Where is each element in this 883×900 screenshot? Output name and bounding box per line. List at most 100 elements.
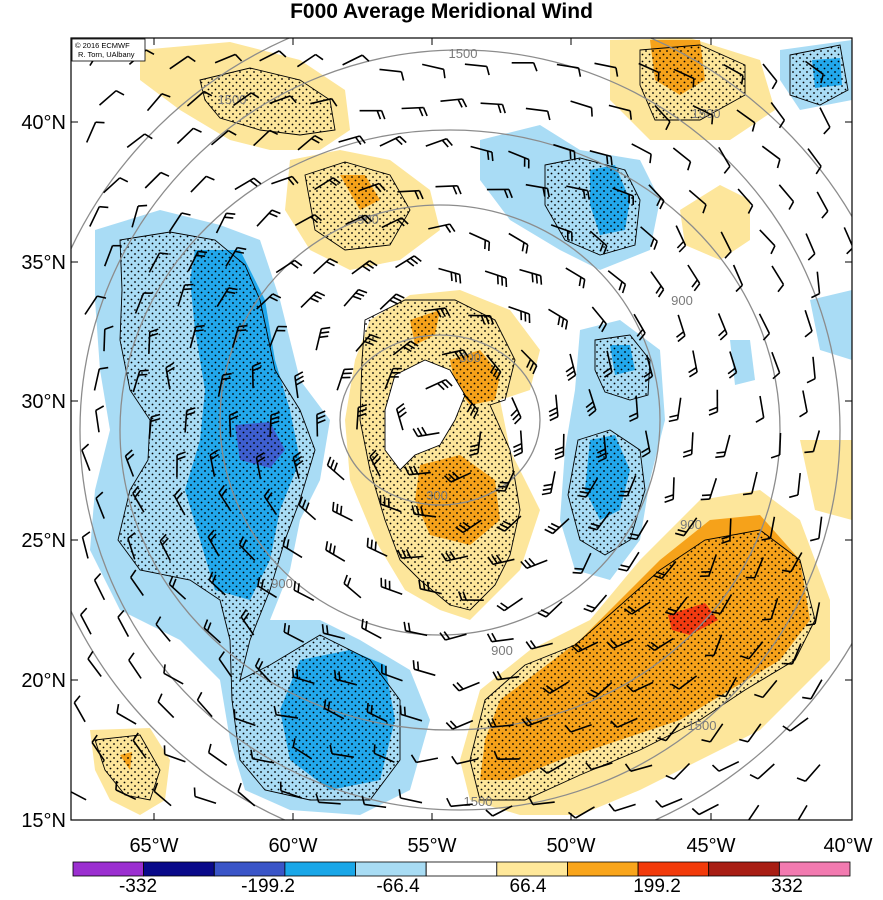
wind-barb	[468, 232, 491, 251]
wind-barb	[687, 264, 701, 292]
wind-barb	[440, 98, 468, 108]
wind-barb	[486, 188, 513, 199]
wind-barb	[806, 356, 816, 384]
chart-title: F000 Average Meridional Wind	[290, 0, 593, 23]
wind-barb	[643, 354, 654, 383]
wind-barb	[379, 68, 405, 81]
wind-barb	[351, 260, 378, 275]
wind-barb	[445, 719, 474, 730]
wind-barb	[627, 519, 649, 541]
wind-barb	[585, 389, 597, 417]
wind-barb	[169, 55, 196, 70]
wind-barb	[700, 477, 718, 501]
wind-barb	[196, 691, 213, 718]
wind-barb	[293, 581, 315, 602]
wind-barb	[654, 105, 671, 131]
wind-barb	[468, 314, 495, 325]
wind-barb	[366, 537, 388, 557]
wind-barb	[541, 471, 556, 496]
wind-barb	[583, 594, 608, 613]
wind-barb	[237, 782, 256, 807]
wind-barb	[292, 451, 304, 479]
wind-barb	[469, 431, 482, 457]
wind-barb	[754, 679, 778, 699]
wind-barb	[103, 244, 122, 267]
wind-barb	[585, 762, 613, 771]
wind-barb	[315, 793, 341, 805]
wind-barb	[670, 675, 698, 690]
wind-barb	[209, 449, 220, 477]
lat-label: 40°N	[21, 112, 66, 134]
wind-barb	[144, 171, 170, 189]
wind-barb	[717, 313, 728, 341]
wind-barb	[676, 314, 686, 343]
wind-barb	[673, 68, 695, 88]
wind-barb	[381, 217, 409, 229]
wind-barb	[577, 477, 599, 498]
colorbar-swatch	[143, 861, 215, 877]
wind-barb	[218, 651, 233, 678]
wind-barb	[190, 175, 215, 193]
wind-barb	[250, 749, 275, 764]
wind-barb	[602, 350, 613, 378]
wind-barb	[271, 175, 299, 186]
wind-barb	[618, 475, 637, 497]
wind-barb	[539, 761, 567, 774]
wind-barb	[425, 378, 453, 391]
wind-barb	[771, 265, 785, 293]
wind-field-shading	[90, 38, 852, 815]
wind-barb	[705, 634, 723, 657]
plot-frame	[70, 37, 853, 821]
wind-barb	[315, 326, 331, 351]
wind-barb	[591, 306, 607, 333]
wind-barb	[176, 451, 186, 478]
wind-barb	[782, 717, 809, 732]
wind-barb	[379, 293, 405, 310]
wind-barb	[298, 496, 317, 521]
wind-barb	[564, 724, 592, 733]
wind-barb	[682, 432, 694, 458]
credit-box: © 2016 ECMWF R. Torn, UAlbany	[71, 38, 146, 62]
wind-barb	[89, 205, 109, 227]
wind-barb	[115, 780, 137, 801]
wind-barb	[323, 699, 345, 720]
wind-barb	[804, 430, 821, 454]
wind-barb	[397, 189, 424, 200]
wind-barb	[71, 790, 87, 801]
wind-barb	[496, 515, 522, 532]
wind-barb	[91, 734, 106, 762]
wind-barb	[525, 640, 553, 650]
contour-labels: 1500 1500 900 900 300 300 900 900 900 15…	[218, 46, 721, 809]
wind-barb	[329, 744, 354, 758]
wind-barb	[203, 619, 222, 644]
wind-barb	[404, 465, 431, 476]
wind-barb	[761, 516, 776, 541]
wind-barb	[811, 271, 821, 299]
colorbar-label: -66.4	[376, 876, 420, 897]
wind-barb	[338, 135, 366, 145]
wind-barb	[740, 641, 764, 660]
wind-barb	[470, 145, 494, 162]
wind-barb	[379, 495, 402, 513]
wind-barb	[292, 738, 313, 760]
wind-barb	[333, 670, 358, 686]
wind-barb	[796, 764, 821, 782]
wind-barb	[691, 803, 719, 816]
wind-barb	[233, 709, 256, 727]
colorbar-swatch	[708, 861, 780, 877]
wind-barb	[664, 477, 675, 503]
wind-barb	[783, 643, 802, 665]
wind-barb	[225, 246, 247, 267]
wind-barb	[771, 351, 781, 380]
wind-barb	[802, 679, 823, 700]
wind-barb	[496, 470, 515, 492]
wind-barb	[343, 574, 362, 599]
wind-barb	[283, 623, 305, 643]
contour-label: 1500	[449, 46, 478, 61]
wind-barb	[589, 230, 608, 255]
wind-barb	[345, 214, 373, 226]
wind-barb	[762, 597, 779, 621]
wind-barb	[366, 702, 388, 723]
wind-barb	[608, 104, 632, 120]
